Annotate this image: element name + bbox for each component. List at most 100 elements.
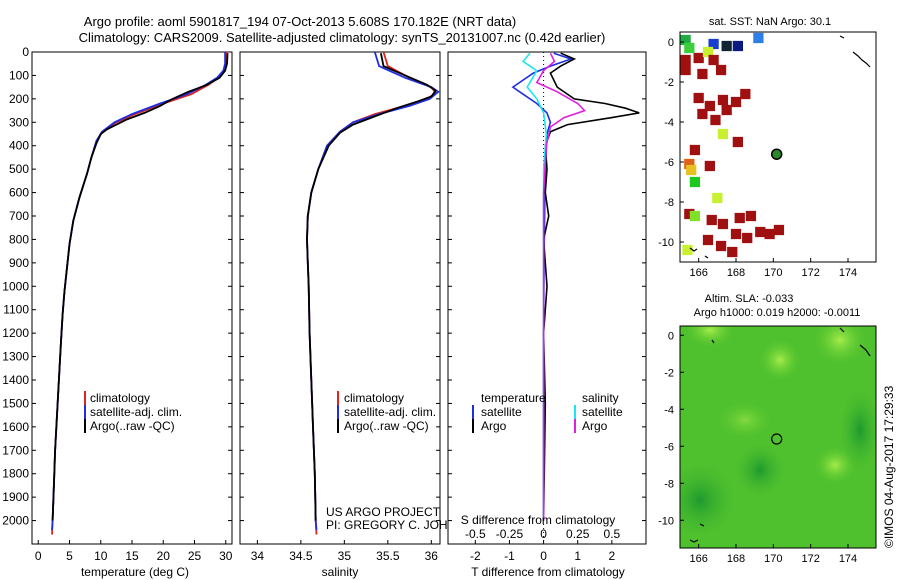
x-tick-label: 174: [839, 553, 857, 565]
y-tick-label: -2: [664, 77, 674, 89]
y-tick-label: 700: [9, 209, 29, 223]
sst-cell: [755, 226, 766, 238]
sst-cell: [684, 42, 695, 54]
legend-label: Argo: [582, 419, 608, 433]
series-line: [535, 52, 587, 521]
legend-title-salinity: salinity: [582, 391, 619, 405]
legend-swatch: [84, 405, 86, 419]
sla-anomaly: [715, 400, 775, 440]
sst-cell: [753, 32, 764, 44]
x-tick-label: 174: [839, 267, 857, 279]
temperature-legend: climatology satellite-adj. clim. Argo(..…: [84, 391, 182, 433]
legend-label: satellite: [582, 405, 623, 419]
y-tick-label: -10: [658, 237, 674, 249]
difference-legend: temperature salinity satellite Argo sate…: [472, 391, 623, 433]
legend-swatch: [337, 405, 339, 419]
sst-cell: [697, 68, 708, 80]
y-tick-label: -4: [664, 404, 674, 416]
x-tick-label: 0: [35, 549, 42, 563]
y-tick-label: -4: [664, 117, 674, 129]
x-tick-label: 34.5: [289, 549, 313, 563]
temperature-panel: 0100200300400500600700800900100011001200…: [2, 45, 232, 579]
coastline-segment: [839, 35, 845, 39]
y-tick-label: 0: [668, 330, 674, 342]
sst-cell: [740, 88, 751, 100]
y-tick-label: 0: [668, 37, 674, 49]
y-tick-label: -2: [664, 367, 674, 379]
x-tick-label: -1: [504, 549, 515, 563]
sst-cell: [680, 54, 691, 66]
sst-cell: [732, 40, 743, 52]
sla-anomaly: [840, 390, 876, 470]
sst-cell: [773, 224, 785, 236]
sst-cell: [730, 228, 742, 240]
imos-watermark: ©IMOS 04-Aug-2017 17:29:33: [882, 385, 896, 548]
y-tick-label: 1700: [2, 443, 29, 457]
x-tick-label: 20: [157, 549, 171, 563]
sst-cell: [764, 228, 775, 240]
x-tick-label: 36: [425, 549, 439, 563]
temperature-xlabel: temperature (deg C): [81, 565, 189, 579]
t-diff-xlabel: T difference from climatology: [471, 565, 625, 579]
sla-anomaly: [680, 464, 734, 536]
coastline-segment: [689, 247, 698, 252]
project-credit: US ARGO PROJECT: [326, 505, 441, 519]
sst-cell: [734, 212, 745, 224]
x2-tick-label: -0.25: [496, 527, 524, 541]
s-diff-xlabel: S difference from climatology: [461, 513, 616, 527]
sst-cell: [732, 136, 743, 148]
coastline: [689, 327, 871, 543]
coastline-segment: [699, 523, 705, 527]
y-tick-label: 900: [9, 256, 29, 270]
y-tick-label: -6: [664, 441, 674, 453]
x-tick-label: 170: [764, 553, 782, 565]
legend-label: climatology: [344, 391, 404, 405]
sst-map-panel: sat. SST: NaN Argo: 30.1 166 168 170 172 174…: [658, 16, 877, 279]
legend-label: satellite-adj. clim.: [344, 405, 436, 419]
legend-label: Argo(..raw -QC): [344, 419, 429, 433]
salinity-frame: [239, 51, 441, 545]
coastline-segment: [839, 327, 845, 333]
coastline-segment: [852, 51, 871, 68]
sla-field: [680, 326, 876, 548]
sst-cell: [704, 100, 715, 112]
sst-cell: [717, 94, 729, 106]
sla-anomaly: [812, 326, 868, 366]
legend-swatch: [472, 419, 474, 433]
sst-cell: [704, 160, 715, 172]
coastline-segment: [859, 344, 871, 357]
legend-title-temperature: temperature: [481, 391, 546, 405]
sst-cell: [693, 52, 704, 64]
y-tick-label: -8: [664, 478, 674, 490]
x-tick-label: 166: [689, 553, 707, 565]
series-line: [542, 52, 640, 521]
sst-cell: [680, 64, 691, 76]
sst-cell: [684, 158, 695, 170]
legend-swatch: [574, 419, 576, 433]
y-tick-label: 1400: [2, 373, 29, 387]
sst-cell: [727, 246, 738, 258]
sst-cell: [702, 234, 714, 246]
sst-cell: [706, 214, 717, 226]
legend-swatch: [84, 419, 86, 433]
sst-cell: [680, 34, 691, 46]
y-tick-label: 1200: [2, 326, 29, 340]
series-line: [306, 53, 437, 521]
legend-label: climatology: [90, 391, 150, 405]
y-tick-label: -6: [664, 157, 674, 169]
x-tick-label: -2: [470, 549, 481, 563]
argo-position-marker: [770, 148, 783, 160]
legend-label: satellite: [481, 405, 522, 419]
x-tick-label: 2: [609, 549, 616, 563]
salinity-xlabel: salinity: [322, 565, 359, 579]
sst-cell: [708, 54, 719, 66]
sst-cell: [697, 108, 708, 120]
sst-cell: [710, 114, 721, 126]
legend-swatch: [574, 405, 576, 419]
x-tick-label: 35: [338, 549, 352, 563]
y-tick-label: 1000: [2, 279, 29, 293]
y-tick-label: 300: [9, 115, 29, 129]
y-tick-label: 1500: [2, 396, 29, 410]
coastline: [689, 35, 871, 259]
x-tick-label: 172: [801, 267, 819, 279]
